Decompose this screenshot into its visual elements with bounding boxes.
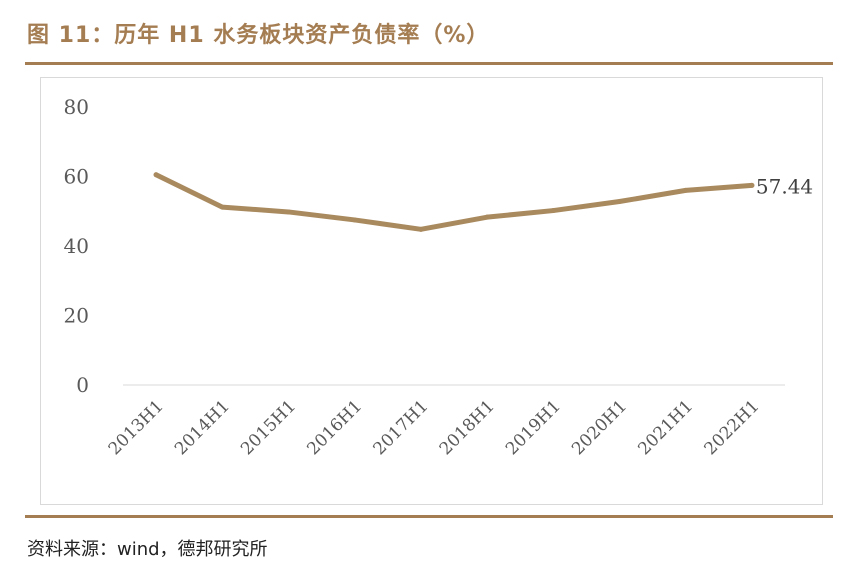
data-point (617, 199, 622, 205)
x-tick-label: 2014H1 (171, 396, 234, 459)
data-point (749, 182, 755, 188)
data-point (550, 208, 556, 214)
x-tick-label: 2015H1 (237, 396, 300, 459)
y-tick-label: 60 (64, 165, 89, 189)
chart-frame: 0 20 40 60 80 2013H1 2014H1 2015H1 2016H1 2017H1… (40, 77, 823, 505)
x-tick-label: 2021H1 (634, 396, 697, 459)
y-axis: 0 20 40 60 80 (64, 95, 89, 397)
y-tick-label: 40 (64, 234, 89, 258)
data-label-layer: 57.44 (756, 174, 813, 198)
x-tick-label: 2018H1 (436, 396, 499, 459)
bottom-rule (25, 515, 833, 518)
figure-title: 图 11：历年 H1 水务板块资产负债率（%） (27, 23, 490, 48)
source-note: 资料来源：wind，德邦研究所 (27, 539, 268, 560)
data-point (286, 209, 291, 215)
x-tick-label: 2016H1 (303, 396, 366, 459)
x-tick-label: 2022H1 (701, 396, 764, 459)
data-point (153, 172, 159, 178)
series-line (153, 172, 755, 232)
line-chart: 0 20 40 60 80 2013H1 2014H1 2015H1 2016H1 2017H1… (64, 95, 814, 459)
x-tick-label: 2013H1 (105, 396, 168, 459)
y-tick-label: 0 (76, 373, 89, 397)
top-rule (25, 62, 833, 65)
y-tick-label: 20 (64, 304, 89, 328)
data-point (484, 214, 490, 220)
x-axis: 2013H1 2014H1 2015H1 2016H1 2017H1 2018H1 2019… (105, 384, 785, 459)
x-tick-label: 2019H1 (502, 396, 565, 459)
x-tick-label: 2017H1 (370, 396, 433, 459)
data-point (219, 204, 225, 210)
series-layer (153, 172, 755, 232)
x-tick-label: 2020H1 (568, 396, 631, 459)
data-point (418, 226, 424, 232)
data-point (683, 187, 689, 193)
data-label: 57.44 (756, 174, 813, 198)
y-tick-label: 80 (64, 95, 89, 119)
data-point (352, 217, 358, 223)
